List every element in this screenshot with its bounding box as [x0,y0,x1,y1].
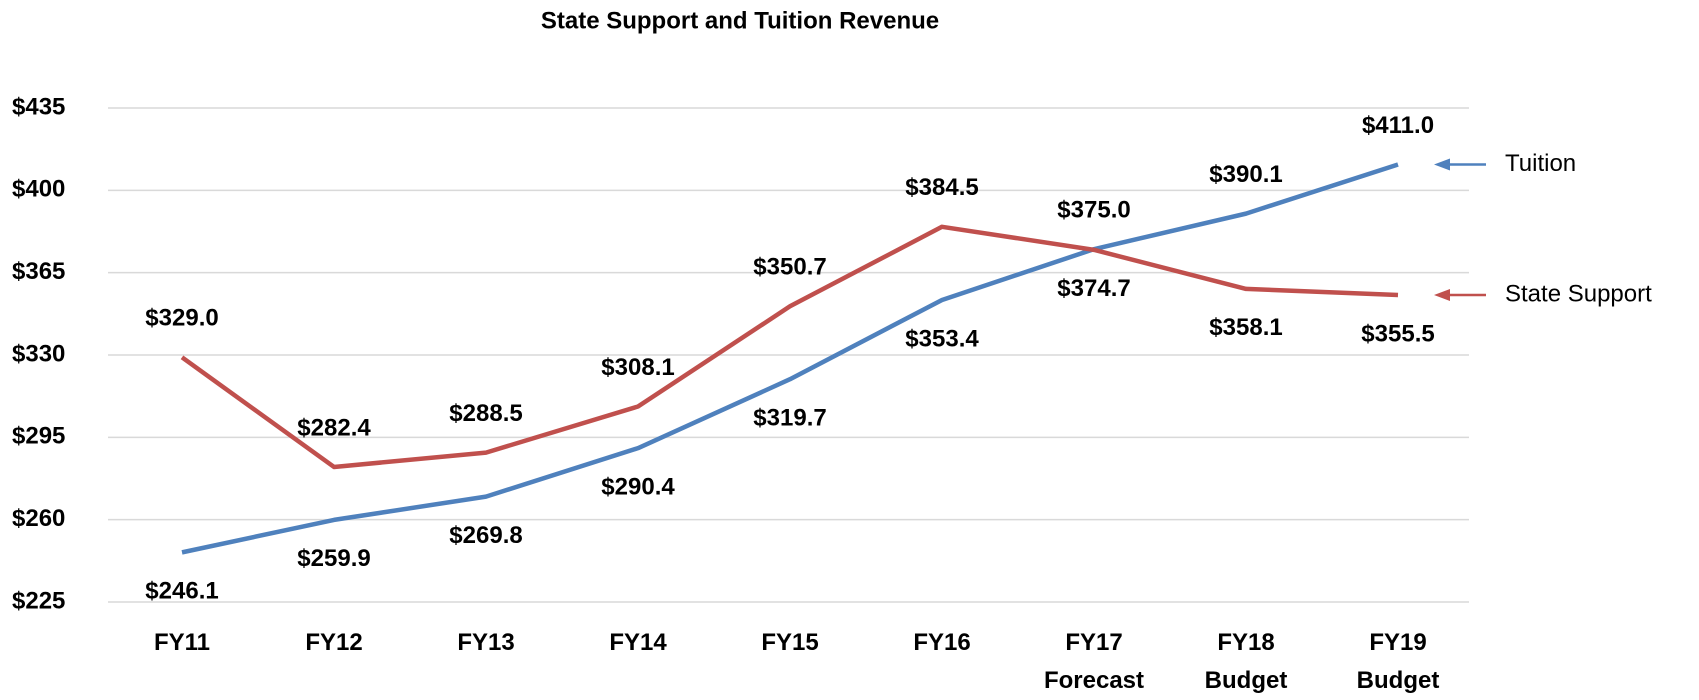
data-label: $375.0 [1057,196,1130,223]
data-label: $290.4 [601,473,675,500]
chart-title: State Support and Tuition Revenue [541,7,939,34]
y-tick-label: $400 [12,176,65,203]
x-tick-label: FY15 [761,629,819,656]
x-tick-label: FY19 Budget [1356,629,1440,694]
data-label: $259.9 [297,545,370,572]
data-label: $269.8 [449,522,522,549]
y-tick-label: $225 [12,587,65,614]
y-tick-label: $365 [12,258,65,285]
x-tick-label: FY12 [305,629,363,656]
data-label: $358.1 [1209,314,1282,341]
y-tick-label: $260 [12,505,65,532]
x-tick-label: FY13 [457,629,515,656]
series-line [181,162,1399,555]
data-label: $319.7 [753,405,826,432]
series-line [180,224,1399,470]
data-label: $384.5 [905,174,978,201]
x-tick-label: FY14 [609,629,667,656]
data-label: $353.4 [905,325,979,352]
data-label: $355.5 [1361,320,1434,347]
legend-arrowhead [1434,289,1450,302]
data-label: $246.1 [145,578,218,605]
x-tick-label: FY18 Budget [1204,629,1288,694]
data-label: $282.4 [297,414,371,441]
legend-label: Tuition [1505,150,1576,177]
y-tick-label: $435 [12,93,65,120]
data-label: $390.1 [1209,161,1282,188]
x-tick-label: FY16 [913,629,971,656]
data-label: $308.1 [601,354,674,381]
data-label: $288.5 [449,400,522,427]
legend-arrowhead [1434,158,1450,171]
data-label: $329.0 [145,305,218,332]
data-label: $374.7 [1057,275,1130,302]
y-tick-label: $330 [12,340,65,367]
legend-label: State Support [1505,280,1652,307]
data-label: $411.0 [1362,112,1434,139]
x-tick-label: FY11 [153,629,211,656]
y-tick-label: $295 [12,423,65,450]
x-tick-label: FY17 Forecast [1043,629,1145,694]
data-label: $350.7 [753,254,826,281]
